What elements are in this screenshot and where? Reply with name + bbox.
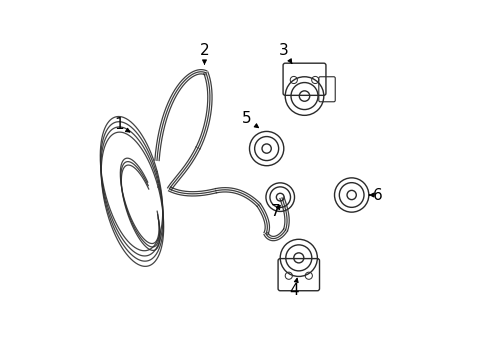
Text: 3: 3 xyxy=(278,43,291,63)
Text: 7: 7 xyxy=(270,204,280,219)
Text: 5: 5 xyxy=(241,111,258,128)
Text: 1: 1 xyxy=(114,117,129,132)
Text: 4: 4 xyxy=(289,278,299,297)
Text: 6: 6 xyxy=(369,188,382,203)
Text: 2: 2 xyxy=(199,43,209,64)
